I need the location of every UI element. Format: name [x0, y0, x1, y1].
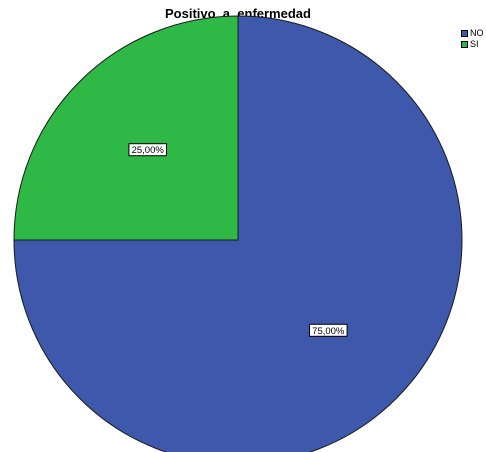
pie-label-text: 75,00%: [312, 326, 345, 337]
legend-label-si: SI: [470, 39, 479, 49]
pie-label-si: 25,00%: [128, 143, 168, 157]
pie-labels: 75,00% 25,00%: [128, 143, 348, 337]
pie-slice-no: [13, 15, 463, 452]
pie-slices: [13, 15, 463, 452]
legend-item-no: NO: [461, 28, 486, 39]
chart-title: Positivo_a_enfermedad: [165, 6, 311, 21]
pie-label-text: 25,00%: [132, 145, 165, 156]
legend-swatch-si: [461, 41, 468, 48]
pie-slice-si: [13, 15, 239, 241]
pie-label-box: [128, 143, 168, 157]
legend-item-si: SI: [461, 39, 486, 50]
pie-label-no: 75,00%: [308, 323, 348, 337]
legend-label-no: NO: [470, 28, 484, 38]
legend: NO SI: [461, 28, 486, 50]
legend-swatch-no: [461, 30, 468, 37]
pie-label-box: [308, 323, 348, 337]
